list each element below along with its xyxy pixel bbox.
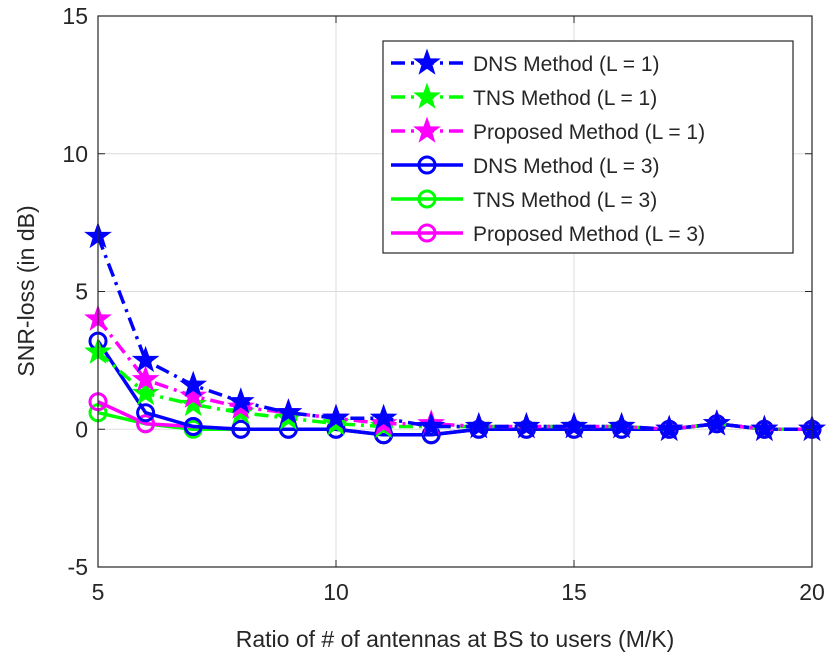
y-tick-label: 5 — [75, 279, 88, 305]
legend-item: Proposed Method (L = 1) — [391, 116, 705, 144]
data-point — [464, 411, 493, 439]
series-line — [96, 235, 812, 432]
data-point — [179, 370, 208, 397]
legend-label: TNS Method (L = 3) — [473, 189, 657, 212]
x-tick-label: 10 — [323, 579, 349, 605]
legend-box — [382, 40, 794, 254]
legend: DNS Method (L = 1) TNS Method (L = 1) Prop… — [382, 40, 794, 254]
series-line — [96, 340, 812, 437]
series-line — [96, 350, 812, 432]
data-point — [179, 381, 208, 408]
data-point — [702, 409, 731, 436]
legend-swatch-marker — [413, 48, 441, 75]
y-axis-label: SNR-loss (in dB) — [13, 205, 39, 376]
y-tick-label: 15 — [62, 3, 88, 29]
legend-swatch-marker — [413, 82, 441, 109]
x-tick-label: 20 — [799, 579, 825, 605]
data-point — [136, 403, 156, 423]
data-point — [560, 411, 588, 439]
data-point — [183, 416, 203, 436]
x-tick-label: 15 — [561, 579, 587, 605]
data-point — [136, 414, 156, 434]
series-layer — [84, 221, 826, 445]
legend-item: Proposed Method (L = 3) — [391, 223, 705, 246]
axis-ticks: 5 10 15 20 -5 0 5 10 15 — [62, 3, 824, 605]
series-line — [96, 317, 812, 432]
data-point — [131, 365, 160, 392]
data-point — [231, 419, 251, 439]
data-point — [607, 411, 636, 439]
legend-swatch-marker — [417, 223, 437, 243]
legend-label: TNS Method (L = 1) — [473, 87, 657, 110]
legend-label: Proposed Method (L = 1) — [473, 121, 705, 144]
legend-item: DNS Method (L = 1) — [391, 48, 660, 76]
legend-swatch-marker — [413, 116, 441, 143]
x-axis-label: Ratio of # of antennas at BS to users (M… — [236, 626, 675, 652]
legend-label: DNS Method (L = 3) — [473, 155, 660, 178]
series-3 — [88, 331, 822, 445]
data-point — [655, 414, 684, 442]
legend-swatch-marker — [417, 189, 437, 209]
data-point — [322, 403, 350, 430]
series-0 — [84, 221, 826, 442]
data-point — [750, 414, 779, 442]
data-point — [131, 378, 160, 406]
legend-swatch-marker — [417, 155, 437, 175]
legend-label: Proposed Method (L = 3) — [473, 223, 705, 246]
data-point — [226, 387, 255, 414]
y-tick-label: 0 — [75, 416, 88, 442]
legend-item: TNS Method (L = 3) — [391, 189, 657, 212]
data-point — [417, 411, 446, 439]
data-point — [369, 403, 398, 430]
data-point — [274, 398, 303, 425]
y-tick-label: 10 — [62, 141, 88, 167]
x-tick-label: 5 — [92, 579, 105, 605]
y-tick-label: -5 — [68, 554, 88, 580]
data-point — [179, 390, 208, 417]
data-point — [131, 345, 160, 373]
data-point — [512, 411, 541, 439]
legend-item: TNS Method (L = 1) — [391, 82, 657, 110]
legend-item: DNS Method (L = 3) — [391, 155, 660, 178]
legend-label: DNS Method (L = 1) — [473, 53, 660, 76]
